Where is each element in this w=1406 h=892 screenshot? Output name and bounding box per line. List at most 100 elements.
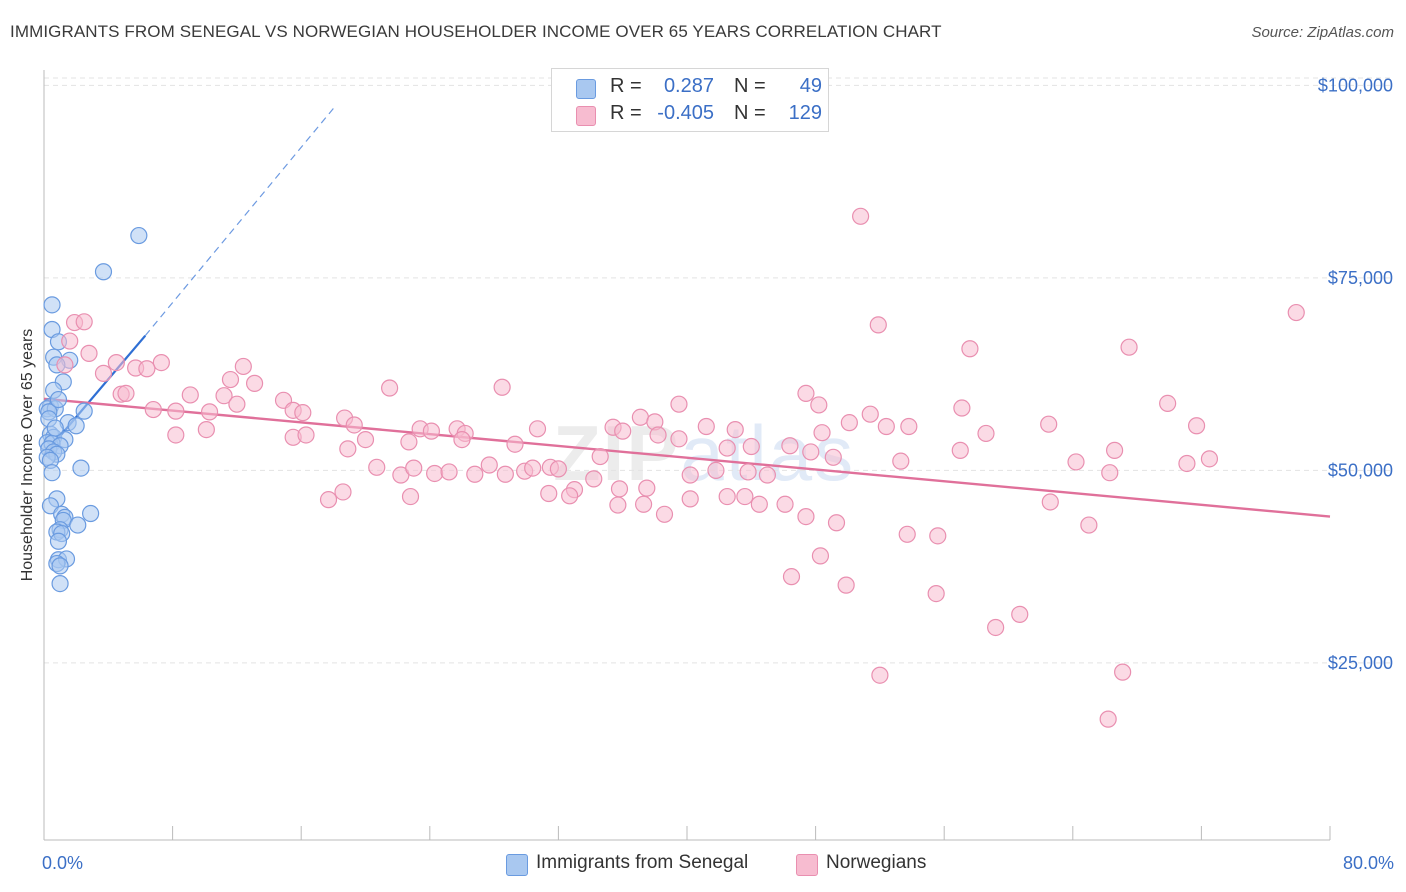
point-norwegians: [294, 404, 312, 422]
point-norwegians: [987, 618, 1005, 637]
point-senegal: [51, 574, 69, 593]
point-senegal: [69, 516, 87, 534]
point-norwegians: [1178, 454, 1196, 473]
tick-labels: $25,000 $50,000 $75,000 $100,000 0.0% 80.0%: [42, 75, 1394, 873]
swatch-senegal: [576, 79, 596, 99]
point-norwegians: [524, 459, 542, 477]
point-norwegians: [400, 433, 418, 451]
point-norwegians: [877, 417, 895, 436]
point-norwegians: [345, 416, 363, 434]
point-norwegians: [453, 431, 471, 449]
point-norwegians: [861, 405, 879, 423]
point-norwegians: [1105, 441, 1124, 459]
point-norwegians: [319, 491, 338, 509]
point-senegal: [51, 557, 69, 575]
point-norwegians: [368, 458, 386, 476]
point-norwegians: [852, 207, 870, 225]
point-norwegians: [797, 384, 815, 402]
point-norwegians: [736, 487, 754, 506]
point-norwegians: [94, 364, 113, 382]
n-label: N =: [734, 75, 766, 97]
point-senegal: [46, 419, 64, 437]
point-norwegians: [776, 495, 794, 513]
correlation-row-norwegians: R = -0.405 N = 129: [552, 102, 828, 128]
point-norwegians: [422, 422, 441, 440]
point-norwegians: [381, 379, 399, 397]
n-value: 49: [799, 75, 822, 97]
point-norwegians: [405, 459, 423, 477]
point-norwegians: [506, 435, 524, 453]
point-norwegians: [234, 357, 252, 376]
point-norwegians: [401, 487, 420, 506]
axes: [43, 70, 1331, 841]
point-senegal: [82, 504, 100, 523]
legend-label-senegal: Immigrants from Senegal: [536, 852, 749, 873]
correlation-box: R = 0.287 N = 49 R = -0.405 N = 129: [551, 68, 829, 132]
point-norwegians: [1187, 417, 1206, 435]
legend-swatch-senegal: [506, 854, 528, 876]
trend-line-norwegians: [43, 397, 1331, 518]
point-norwegians: [707, 461, 725, 479]
point-norwegians: [655, 505, 674, 523]
point-norwegians: [758, 466, 776, 484]
point-norwegians: [138, 360, 156, 378]
point-norwegians: [810, 396, 828, 414]
y-tick-label: $25,000: [1328, 653, 1393, 673]
point-norwegians: [898, 525, 916, 543]
point-norwegians: [900, 417, 918, 436]
point-norwegians: [167, 426, 185, 444]
point-norwegians: [228, 395, 246, 413]
point-norwegians: [961, 340, 979, 358]
point-norwegians: [80, 344, 98, 362]
point-norwegians: [1067, 453, 1085, 471]
point-norwegians: [718, 439, 736, 457]
trend-lines: [43, 108, 1331, 518]
point-norwegians: [561, 487, 579, 505]
point-norwegians: [1114, 663, 1132, 681]
n-value: 129: [788, 102, 822, 124]
point-senegal: [67, 417, 85, 435]
point-norwegians: [339, 440, 357, 458]
n-label: N =: [734, 102, 766, 124]
point-norwegians: [781, 437, 799, 455]
point-norwegians: [977, 424, 995, 443]
point-norwegians: [670, 395, 688, 413]
point-senegal: [94, 263, 113, 281]
point-norwegians: [1041, 493, 1059, 511]
point-norwegians: [1159, 394, 1177, 413]
point-norwegians: [221, 370, 240, 389]
point-norwegians: [697, 417, 715, 436]
point-norwegians: [782, 568, 801, 586]
legend-swatch-norwegians: [796, 854, 818, 876]
r-value: 0.287: [663, 75, 714, 97]
point-senegal: [43, 296, 61, 314]
point-norwegians: [929, 527, 947, 545]
point-norwegians: [480, 456, 498, 474]
swatch-norwegians: [576, 106, 596, 126]
point-norwegians: [681, 466, 699, 484]
point-norwegians: [1200, 450, 1219, 468]
y-tick-label: $100,000: [1318, 75, 1393, 95]
point-norwegians: [549, 460, 568, 478]
point-senegal: [72, 459, 90, 477]
point-norwegians: [718, 487, 736, 506]
point-norwegians: [1080, 516, 1098, 534]
point-norwegians: [496, 465, 514, 483]
point-norwegians: [75, 313, 93, 331]
source-label: Source: ZipAtlas.com: [1251, 24, 1394, 41]
correlation-row-senegal: R = 0.287 N = 49: [552, 75, 828, 101]
data-points: [38, 207, 1305, 728]
point-norwegians: [739, 463, 757, 481]
point-norwegians: [610, 480, 629, 498]
point-norwegians: [107, 354, 125, 372]
point-norwegians: [811, 547, 830, 565]
point-norwegians: [802, 443, 820, 461]
point-norwegians: [837, 576, 855, 594]
point-norwegians: [493, 378, 511, 396]
point-norwegians: [649, 426, 667, 444]
point-norwegians: [1011, 605, 1029, 623]
point-norwegians: [1099, 710, 1117, 728]
point-norwegians: [670, 430, 688, 448]
point-norwegians: [334, 483, 352, 501]
point-norwegians: [869, 316, 887, 334]
